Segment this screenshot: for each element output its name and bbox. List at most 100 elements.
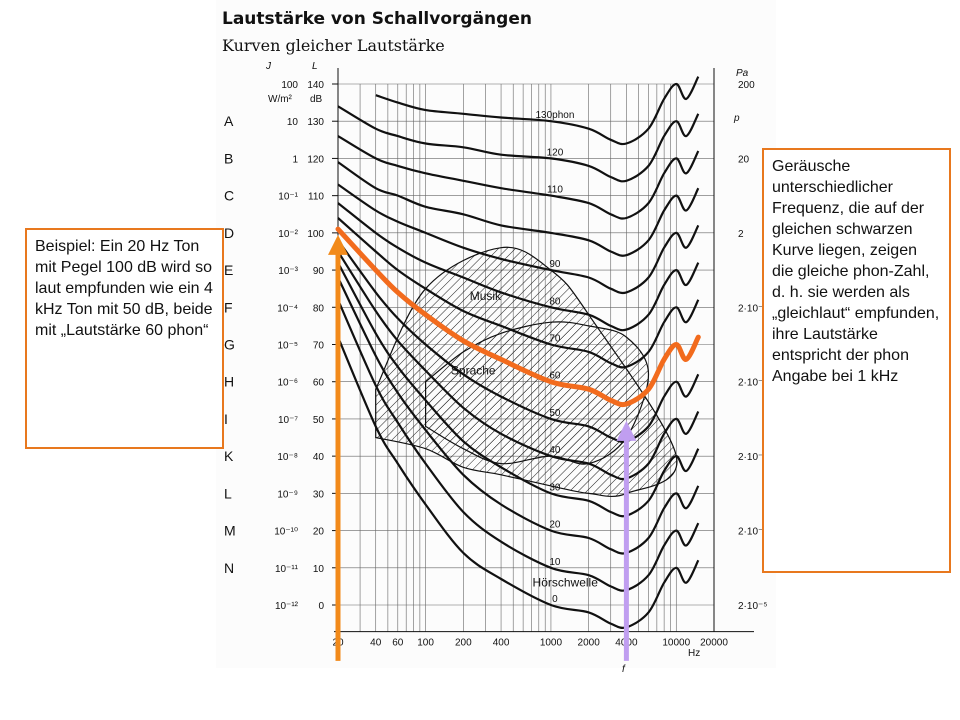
intensity-tick-label: 1 bbox=[292, 154, 298, 165]
y-tick-label: 40 bbox=[313, 452, 325, 463]
x-tick-label: 200 bbox=[455, 638, 472, 649]
phon-label-50: 50 bbox=[549, 408, 561, 419]
pressure-unit: Pa bbox=[736, 68, 749, 79]
pressure-tick-label: 2·10⁻² bbox=[738, 378, 767, 389]
x-tick-label: 20000 bbox=[700, 638, 728, 649]
y-tick-label: 50 bbox=[313, 415, 325, 426]
intensity-tick-label: 10⁻¹² bbox=[275, 601, 299, 612]
phon-curve-30 bbox=[337, 262, 700, 518]
phon-label-30: 30 bbox=[549, 482, 561, 493]
annotation-sprache: Sprache bbox=[451, 363, 496, 377]
row-letter: K bbox=[224, 448, 234, 464]
intensity-unit: W/m² bbox=[268, 94, 293, 105]
y-tick-label: 90 bbox=[313, 266, 325, 277]
x-tick-label: 2000 bbox=[578, 638, 601, 649]
phon-label-10: 10 bbox=[549, 557, 561, 568]
phon-label-0: 0 bbox=[552, 594, 558, 605]
row-letter: G bbox=[224, 337, 235, 353]
phon-curve-40 bbox=[337, 250, 700, 481]
annotation-musik: Musik bbox=[470, 289, 502, 303]
row-letter: A bbox=[224, 113, 234, 129]
row-letter: C bbox=[224, 188, 234, 204]
x-tick-label: 400 bbox=[493, 638, 510, 649]
phon-curve-120 bbox=[337, 105, 700, 183]
pressure-symbol: p bbox=[733, 113, 740, 124]
phon-label-40: 40 bbox=[549, 445, 561, 456]
intensity-tick-label: 10⁻² bbox=[278, 229, 298, 240]
intensity-tick-label: 10⁻⁶ bbox=[277, 378, 298, 389]
phon-label-90: 90 bbox=[549, 259, 561, 270]
pressure-tick-label: 20 bbox=[738, 154, 750, 165]
y-tick-label: 0 bbox=[318, 601, 324, 612]
y-tick-label: 120 bbox=[307, 154, 324, 165]
x-tick-label: 60 bbox=[392, 638, 404, 649]
pressure-tick-label: 200 bbox=[738, 80, 755, 91]
explanation-callout: Geräusche unterschiedlicher Frequenz, di… bbox=[762, 148, 951, 573]
chart-title: Lautstärke von Schallvorgängen bbox=[222, 9, 532, 29]
phon-label-110: 110 bbox=[547, 185, 563, 196]
pressure-tick-label: 2·10⁻¹ bbox=[738, 303, 767, 314]
phon-label-80: 80 bbox=[549, 296, 561, 307]
y-tick-label: 60 bbox=[313, 378, 325, 389]
y-tick-label: 140 bbox=[307, 80, 324, 91]
intensity-symbol: J bbox=[265, 61, 272, 72]
x-tick-label: 1000 bbox=[540, 638, 563, 649]
phon-label-20: 20 bbox=[549, 520, 561, 531]
intensity-tick-label: 100 bbox=[281, 80, 298, 91]
x-tick-label: 10000 bbox=[662, 638, 690, 649]
y-tick-label: 20 bbox=[313, 527, 325, 538]
chart-labels: 0 10 20 30 40 50 60 70 80 90 110 120 130phon Musik Spr… bbox=[451, 110, 598, 605]
highlight-curve-60-phon bbox=[335, 226, 701, 408]
y-tick-label: 10 bbox=[313, 564, 325, 575]
row-letter: B bbox=[224, 150, 233, 166]
explanation-callout-text: Geräusche unterschiedlicher Frequenz, di… bbox=[772, 158, 940, 385]
phon-label-70: 70 bbox=[549, 334, 561, 345]
intensity-tick-label: 10⁻⁵ bbox=[277, 341, 298, 352]
row-letter: D bbox=[224, 225, 234, 241]
phon-curve-130phon bbox=[375, 76, 700, 146]
phon-curve-80 bbox=[337, 202, 700, 332]
intensity-tick-label: 10⁻⁹ bbox=[277, 489, 298, 500]
intensity-tick-label: 10⁻¹⁰ bbox=[274, 527, 298, 538]
row-letter: I bbox=[224, 411, 228, 427]
pressure-tick-label: 2·10⁻⁴ bbox=[738, 527, 768, 538]
phon-curve-0 bbox=[336, 336, 700, 629]
pressure-tick-label: 2 bbox=[738, 229, 744, 240]
y-tick-label: 80 bbox=[313, 303, 325, 314]
chart-subtitle: Kurven gleicher Lautstärke bbox=[222, 36, 445, 55]
row-letter: F bbox=[224, 299, 233, 315]
level-symbol: L bbox=[312, 61, 318, 72]
phon-curves bbox=[336, 76, 700, 629]
y-tick-label: 70 bbox=[313, 341, 325, 352]
x-tick-label: 100 bbox=[417, 638, 434, 649]
intensity-tick-label: 10⁻¹ bbox=[278, 192, 298, 203]
phon-curve-70 bbox=[337, 217, 700, 369]
level-unit: dB bbox=[310, 94, 323, 105]
row-letter: M bbox=[224, 523, 236, 539]
annotation-hörschwelle: Hörschwelle bbox=[533, 575, 599, 589]
x-tick-label: 40 bbox=[370, 638, 382, 649]
intensity-tick-label: 10⁻⁷ bbox=[278, 415, 298, 426]
phon-label-120: 120 bbox=[547, 147, 564, 158]
intensity-tick-label: 10⁻⁴ bbox=[277, 303, 298, 314]
frequency-symbol: f bbox=[622, 664, 626, 675]
phon-curve-90 bbox=[337, 183, 700, 295]
intensity-tick-label: 10 bbox=[287, 117, 299, 128]
y-tick-label: 100 bbox=[307, 229, 324, 240]
y-tick-label: 130 bbox=[307, 117, 324, 128]
row-letter: E bbox=[224, 262, 233, 278]
phon-curve-20 bbox=[337, 277, 700, 555]
row-letter: L bbox=[224, 485, 232, 501]
example-callout-text: Beispiel: Ein 20 Hz Ton mit Pegel 100 dB… bbox=[35, 238, 213, 339]
row-letter: N bbox=[224, 560, 234, 576]
phon-curve-110 bbox=[337, 135, 700, 220]
phon-curve-10 bbox=[336, 299, 700, 592]
intensity-tick-label: 10⁻⁸ bbox=[277, 452, 298, 463]
phon-label-60: 60 bbox=[549, 371, 561, 382]
pressure-tick-label: 2·10⁻⁵ bbox=[738, 601, 767, 612]
intensity-tick-label: 10⁻¹¹ bbox=[275, 564, 299, 575]
frequency-unit: Hz bbox=[688, 648, 700, 659]
phon-curve-100 bbox=[337, 161, 700, 257]
y-tick-label: 30 bbox=[313, 489, 325, 500]
